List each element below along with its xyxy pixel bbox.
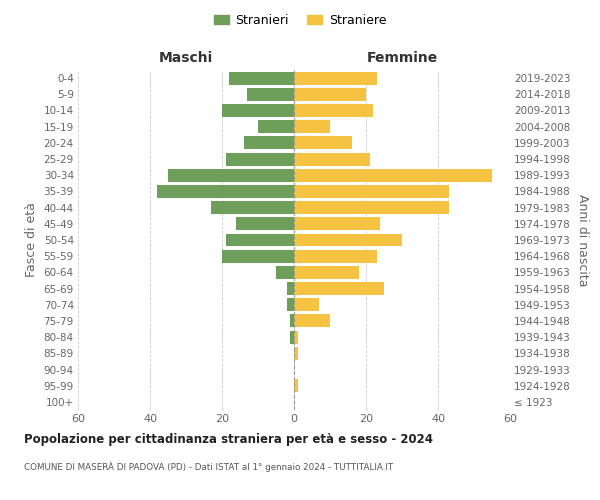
Bar xyxy=(294,330,298,344)
Bar xyxy=(287,298,294,311)
Bar xyxy=(211,201,294,214)
Text: Popolazione per cittadinanza straniera per età e sesso - 2024: Popolazione per cittadinanza straniera p… xyxy=(24,432,433,446)
Bar xyxy=(244,136,294,149)
Bar xyxy=(294,266,359,279)
Bar xyxy=(290,330,294,344)
Bar xyxy=(294,104,373,117)
Y-axis label: Anni di nascita: Anni di nascita xyxy=(577,194,589,286)
Bar xyxy=(294,120,330,133)
Legend: Stranieri, Straniere: Stranieri, Straniere xyxy=(209,8,391,32)
Bar xyxy=(226,234,294,246)
Bar xyxy=(294,379,298,392)
Bar xyxy=(290,314,294,328)
Text: Maschi: Maschi xyxy=(159,51,213,65)
Bar xyxy=(294,347,298,360)
Bar xyxy=(157,185,294,198)
Bar xyxy=(229,72,294,85)
Bar xyxy=(294,201,449,214)
Bar xyxy=(294,88,366,101)
Bar xyxy=(168,169,294,181)
Bar xyxy=(294,250,377,262)
Bar xyxy=(294,218,380,230)
Bar xyxy=(222,104,294,117)
Bar xyxy=(294,72,377,85)
Bar xyxy=(276,266,294,279)
Bar xyxy=(294,169,492,181)
Text: COMUNE DI MASERÀ DI PADOVA (PD) - Dati ISTAT al 1° gennaio 2024 - TUTTITALIA.IT: COMUNE DI MASERÀ DI PADOVA (PD) - Dati I… xyxy=(24,462,393,472)
Bar xyxy=(226,152,294,166)
Bar xyxy=(294,185,449,198)
Bar xyxy=(294,136,352,149)
Y-axis label: Fasce di età: Fasce di età xyxy=(25,202,38,278)
Bar xyxy=(247,88,294,101)
Bar xyxy=(287,282,294,295)
Text: Femmine: Femmine xyxy=(367,51,437,65)
Bar xyxy=(222,250,294,262)
Bar xyxy=(294,282,384,295)
Bar xyxy=(294,314,330,328)
Bar xyxy=(294,298,319,311)
Bar xyxy=(294,234,402,246)
Bar xyxy=(236,218,294,230)
Bar xyxy=(258,120,294,133)
Bar xyxy=(294,152,370,166)
